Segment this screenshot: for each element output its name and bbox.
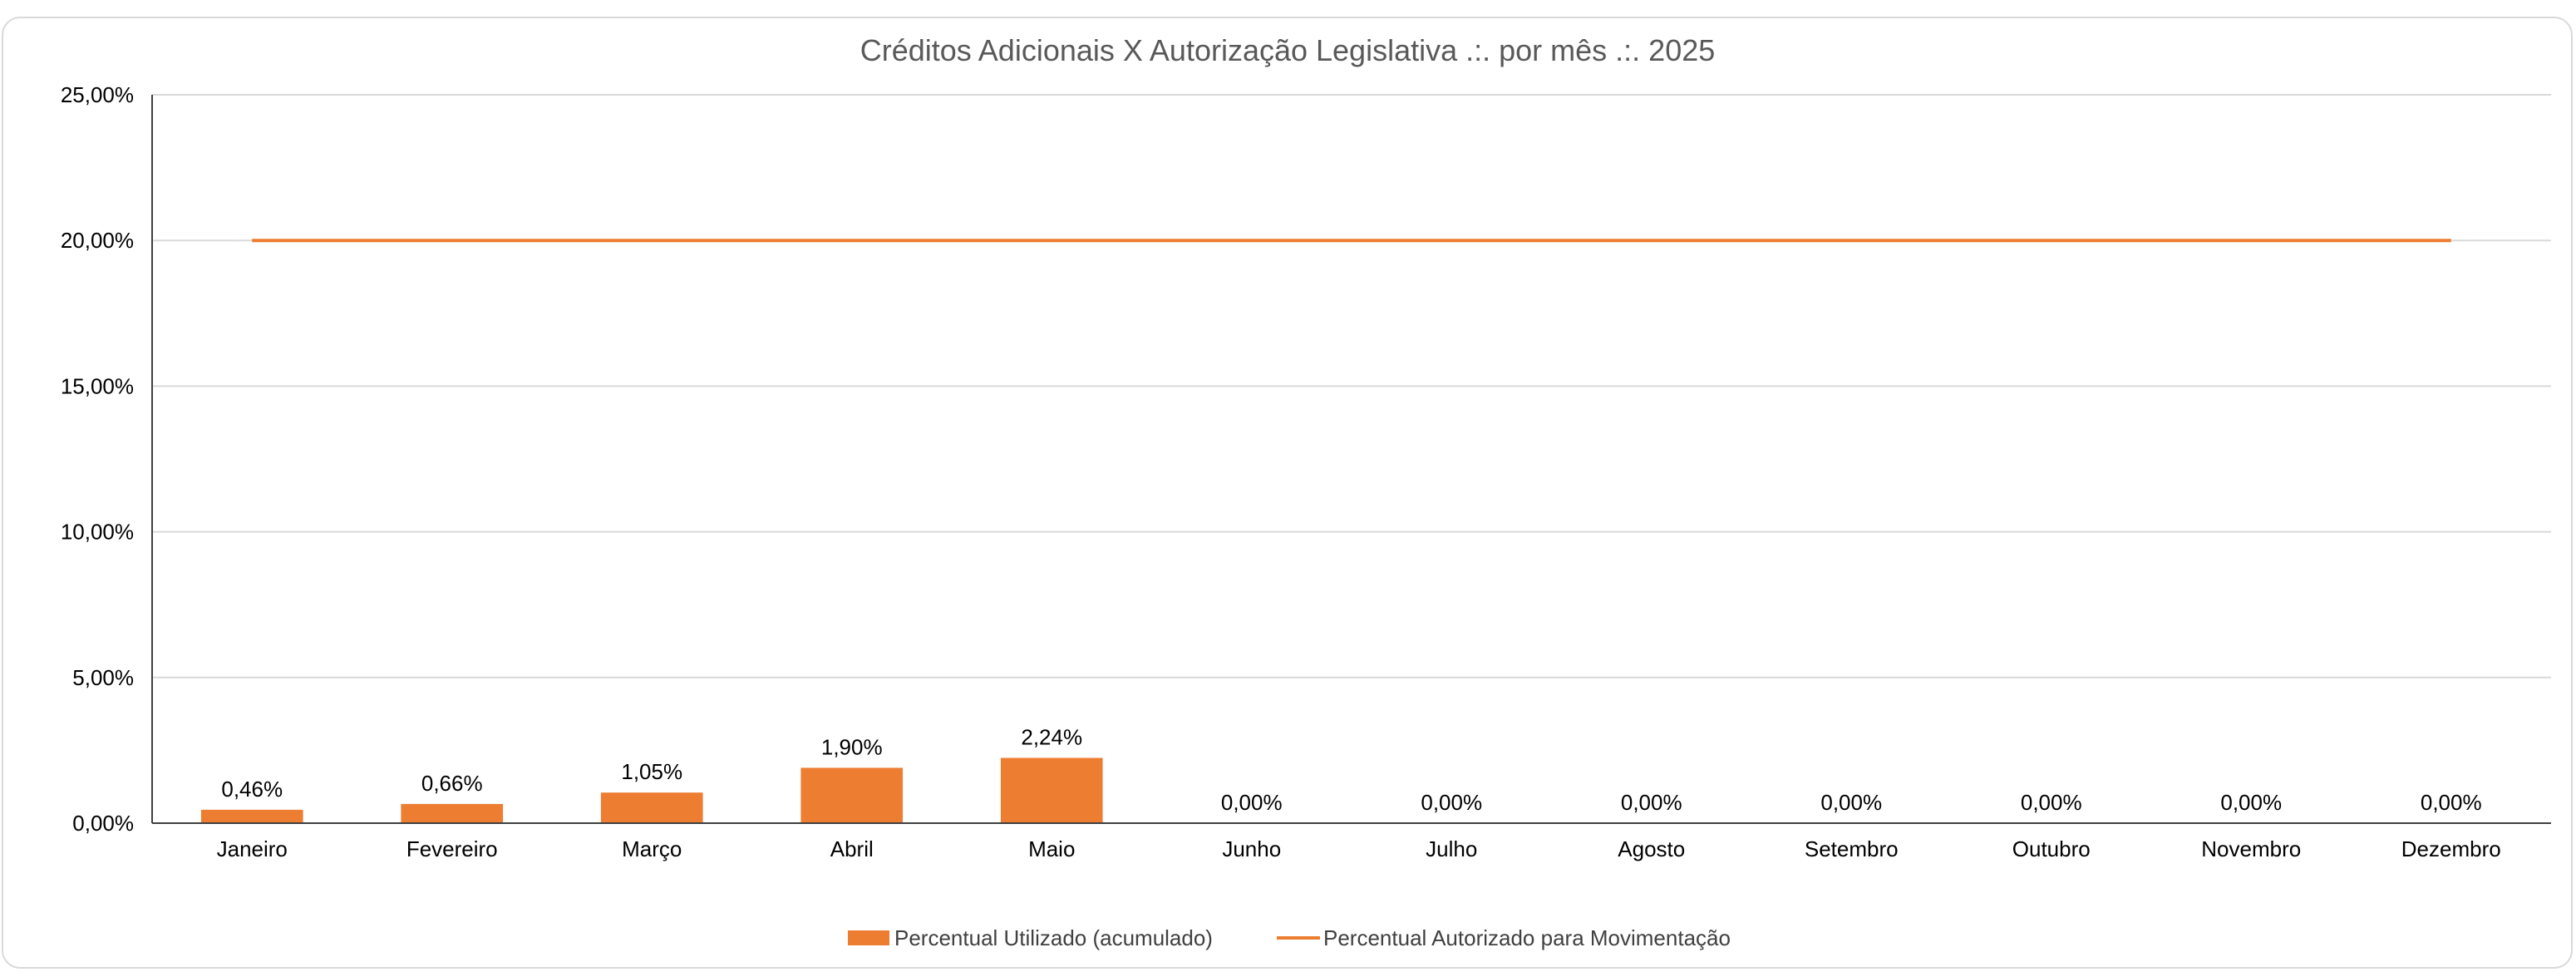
- axes: [151, 95, 2551, 824]
- data-label: 1,90%: [821, 734, 883, 759]
- data-label: 1,05%: [621, 759, 682, 784]
- y-axis-ticks: 0,00% 5,00% 10,00% 15,00% 20,00% 25,00%: [61, 82, 134, 836]
- x-tick-label: Outubro: [2012, 836, 2091, 861]
- bar-series: [200, 757, 1103, 823]
- data-labels: 0,46% 0,66% 1,05% 1,90% 2,24% 0,00% 0,00% 0,00%…: [221, 725, 2481, 815]
- x-tick-label: Setembro: [1805, 836, 1899, 861]
- y-tick-label: 5,00%: [72, 665, 134, 690]
- y-tick-label: 25,00%: [61, 82, 134, 107]
- x-tick-label: Janeiro: [217, 836, 288, 861]
- bar: [200, 809, 303, 823]
- x-tick-label: Maio: [1028, 836, 1075, 861]
- y-tick-label: 0,00%: [72, 811, 134, 836]
- data-label: 0,46%: [221, 777, 283, 802]
- legend: Percentual Utilizado (acumulado) Percentu…: [848, 925, 1731, 950]
- x-tick-label: Fevereiro: [406, 836, 498, 861]
- gridlines: [152, 94, 2551, 678]
- x-tick-label: Novembro: [2201, 836, 2301, 861]
- x-tick-label: Dezembro: [2401, 836, 2501, 861]
- data-label: 0,00%: [1621, 790, 1682, 815]
- legend-swatch-bar: [848, 930, 889, 945]
- data-label: 0,00%: [2021, 790, 2082, 815]
- chart-title: Créditos Adicionais X Autorização Legisl…: [860, 33, 1716, 67]
- data-label: 0,66%: [421, 771, 483, 796]
- x-tick-label: Agosto: [1618, 836, 1685, 861]
- data-label: 0,00%: [1421, 790, 1482, 815]
- data-label: 0,00%: [2421, 790, 2482, 815]
- legend-label: Percentual Autorizado para Movimentação: [1323, 925, 1731, 950]
- bar: [401, 803, 504, 823]
- x-tick-label: Março: [622, 836, 682, 861]
- bar: [600, 792, 703, 823]
- x-axis-ticks: Janeiro Fevereiro Março Abril Maio Junho Julho…: [217, 836, 2501, 861]
- y-tick-label: 20,00%: [61, 228, 134, 253]
- legend-label: Percentual Utilizado (acumulado): [894, 925, 1213, 950]
- data-label: 0,00%: [1221, 790, 1283, 815]
- data-label: 0,00%: [1820, 790, 1882, 815]
- data-label: 0,00%: [2220, 790, 2282, 815]
- x-tick-label: Abril: [830, 836, 874, 861]
- y-tick-label: 15,00%: [61, 373, 134, 398]
- x-tick-label: Junho: [1222, 836, 1281, 861]
- bar: [800, 767, 904, 823]
- bar: [1000, 757, 1103, 823]
- data-label: 2,24%: [1021, 725, 1082, 750]
- x-tick-label: Julho: [1426, 836, 1477, 861]
- y-tick-label: 10,00%: [61, 520, 134, 545]
